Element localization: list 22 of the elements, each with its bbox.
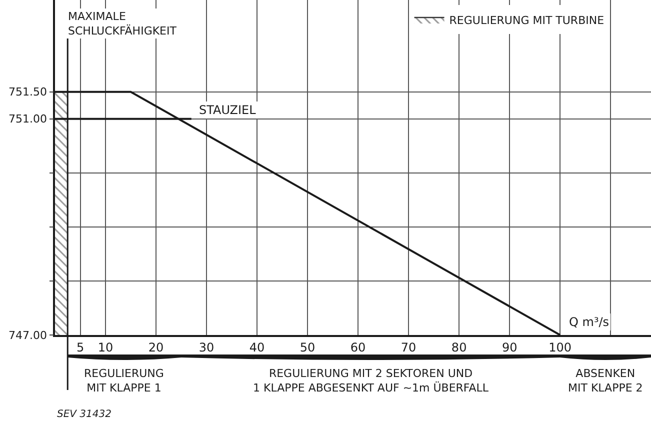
ref-line-label: MAXIMALE SCHLUCKFÄHIGKEIT: [68, 10, 177, 38]
x-tick-label: 100: [548, 340, 572, 354]
x-tick-label: 80: [451, 340, 467, 354]
text: ABSENKEN MIT KLAPPE 2: [568, 367, 643, 394]
x-tick-label: 20: [148, 340, 164, 354]
x-tick-label: 90: [502, 340, 518, 354]
x-tick-label: 50: [300, 340, 316, 354]
text: REGULIERUNG MIT 2 SEKTOREN UND 1 KLAPPE ABGESENKT AUF ~1m ÜBERFALL: [253, 367, 490, 394]
y-tick-label: 747.00: [8, 328, 48, 342]
series-label: STAUZIEL: [199, 103, 256, 117]
legend-label: REGULIERUNG MIT TURBINE: [449, 14, 604, 27]
x-tick-label: 60: [350, 340, 366, 354]
y-tick-label: 751.50: [8, 86, 48, 99]
x-tick-label: 40: [249, 340, 265, 354]
x-tick-label: 10: [98, 340, 114, 354]
x-tick-label: 5: [76, 340, 84, 354]
text: SEV 31432: [57, 409, 112, 420]
x-axis-title: Q m³/s: [569, 315, 610, 329]
text: REGULIERUNG MIT KLAPPE 1: [84, 367, 164, 394]
x-tick-label: 70: [400, 340, 416, 354]
x-tick-label: 30: [198, 340, 214, 354]
y-tick-label: 751.00: [8, 112, 48, 126]
